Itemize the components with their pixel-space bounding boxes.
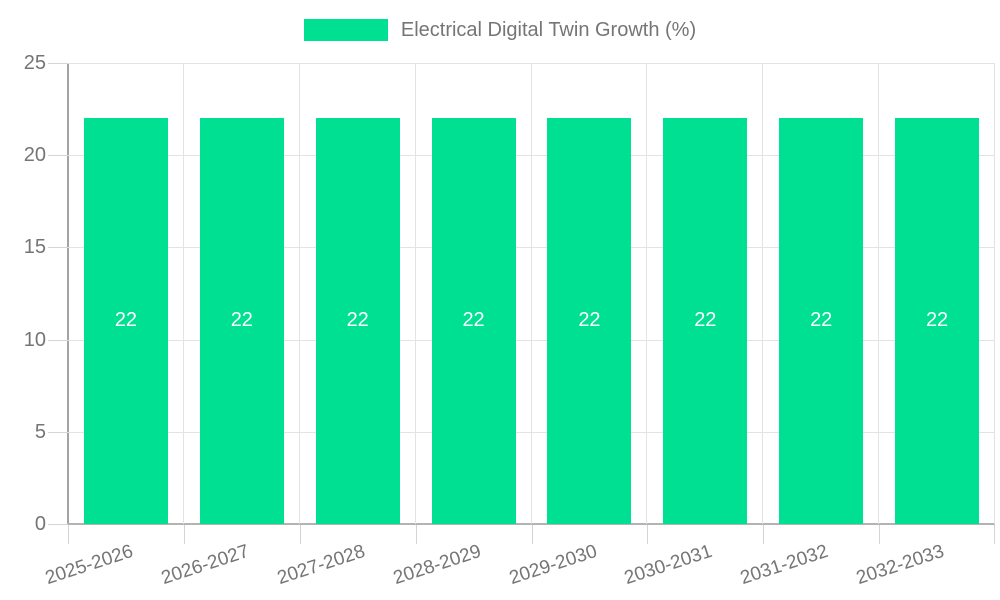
x-tick-label: 2031-2032	[738, 540, 831, 590]
bar-value-label: 22	[925, 308, 949, 331]
gridline-vertical	[878, 63, 880, 524]
x-tick-label: 2030-2031	[622, 540, 716, 590]
x-tick-label: 2029-2030	[506, 540, 600, 590]
bar-value-label: 22	[462, 308, 485, 331]
bar: 22	[779, 118, 864, 524]
bar-value-label: 22	[230, 308, 253, 331]
x-axis-tick-mark	[763, 525, 765, 544]
y-tick-label: 5	[34, 420, 46, 443]
y-tick-label: 15	[23, 236, 46, 259]
gridline-vertical	[182, 63, 184, 524]
y-axis-tick-mark	[48, 155, 68, 157]
legend-item[interactable]: Electrical Digital Twin Growth (%)	[303, 17, 697, 43]
x-tick-label: 2032-2033	[853, 540, 947, 590]
x-axis-tick-mark	[415, 525, 417, 544]
y-tick-label: 20	[23, 144, 46, 167]
bar-value-label: 22	[578, 308, 601, 331]
x-axis-tick-mark	[68, 525, 69, 544]
x-tick-label: 2026-2027	[158, 540, 252, 590]
x-axis-tick-mark	[531, 525, 533, 544]
legend-label: Electrical Digital Twin Growth (%)	[400, 19, 697, 41]
x-tick-label: 2027-2028	[274, 540, 368, 590]
y-tick-label: 25	[23, 52, 46, 74]
y-axis-tick-mark	[48, 247, 68, 249]
gridline-vertical	[762, 63, 764, 524]
gridline-horizontal	[68, 63, 995, 64]
x-axis-tick-mark	[299, 525, 301, 544]
bar: 22	[199, 118, 284, 524]
gridline-vertical	[530, 63, 532, 524]
gridline-vertical	[646, 63, 648, 524]
y-axis-tick-mark	[48, 63, 68, 64]
gridline-vertical	[298, 63, 300, 524]
gridline-horizontal	[68, 339, 995, 341]
x-axis-tick-mark	[647, 525, 649, 544]
y-axis-tick-mark	[48, 431, 68, 433]
x-tick-label: 2025-2026	[42, 540, 136, 590]
y-tick-label: 10	[23, 328, 46, 351]
x-axis-tick-mark	[879, 525, 881, 544]
gridline-vertical	[994, 63, 995, 524]
chart-legend: Electrical Digital Twin Growth (%)	[0, 17, 1000, 43]
bar-value-label: 22	[694, 308, 717, 331]
legend-swatch-icon	[303, 19, 388, 41]
bar: 22	[663, 118, 748, 524]
bar: 22	[315, 118, 400, 524]
gridline-horizontal	[68, 431, 995, 433]
bar: 22	[431, 118, 516, 524]
y-tick-label: 0	[34, 513, 46, 535]
x-axis-tick-mark	[183, 525, 185, 544]
y-axis-tick-mark	[48, 339, 68, 341]
bar-value-label: 22	[114, 308, 138, 331]
y-axis-tick-mark	[48, 524, 68, 525]
plot-area: 22 22 22 22 22 22 22 22	[68, 63, 995, 524]
y-axis-line	[67, 63, 69, 524]
x-axis-tick-mark	[994, 525, 995, 544]
x-tick-label: 2028-2029	[390, 540, 484, 590]
bar: 22	[83, 118, 168, 524]
gridline-horizontal	[68, 247, 995, 249]
bar: 22	[547, 118, 632, 524]
x-axis-line	[67, 523, 995, 525]
bar-value-label: 22	[810, 308, 833, 331]
bar: 22	[895, 118, 980, 524]
gridline-vertical	[414, 63, 416, 524]
gridline-horizontal	[68, 155, 995, 157]
bar-value-label: 22	[346, 308, 369, 331]
